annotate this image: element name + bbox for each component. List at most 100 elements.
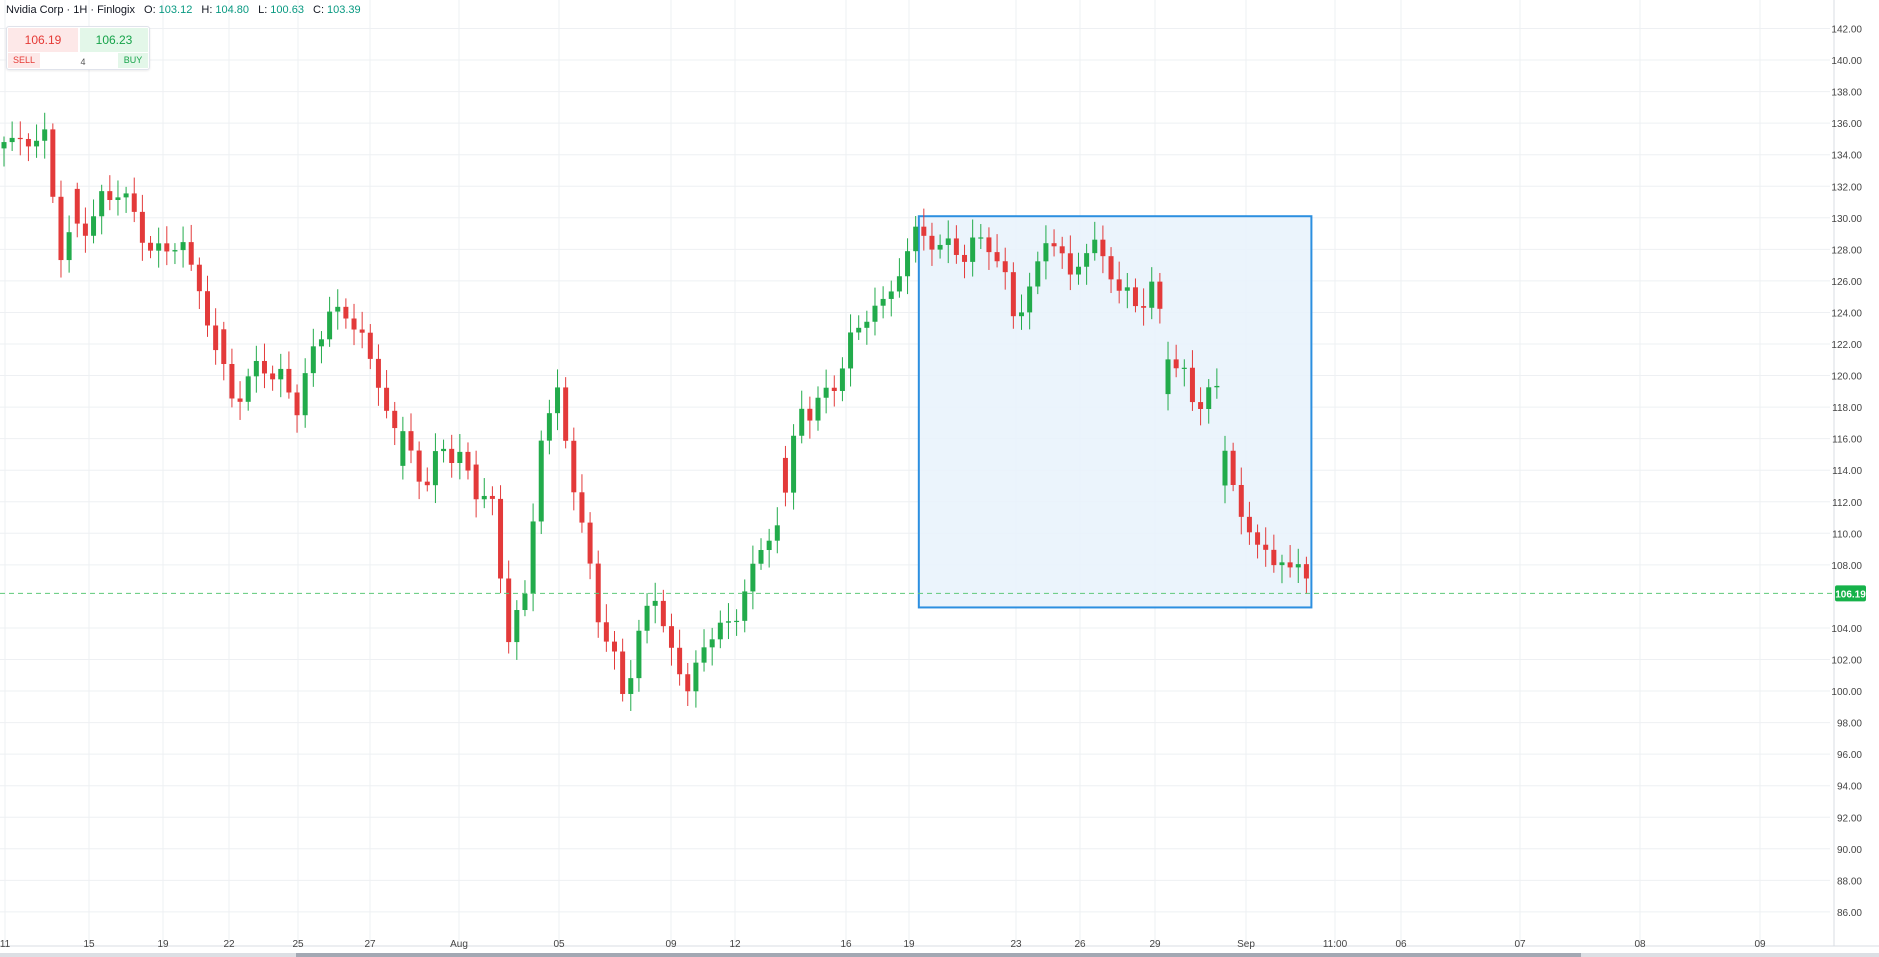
candle-body xyxy=(839,368,845,391)
candle-body xyxy=(392,410,398,429)
low-value: 100.63 xyxy=(270,4,304,16)
y-tick-label: 90.00 xyxy=(1837,845,1862,856)
candle-body xyxy=(791,435,797,493)
candle-body xyxy=(1124,287,1130,291)
candle-body xyxy=(1051,243,1057,247)
candle-body xyxy=(986,237,992,253)
y-tick-label: 92.00 xyxy=(1837,813,1862,824)
sell-price-button[interactable]: 106.19 xyxy=(8,28,78,52)
candle-body xyxy=(1238,484,1244,517)
y-tick-label: 124.00 xyxy=(1831,308,1862,319)
candle-body xyxy=(156,243,162,251)
y-tick-label: 110.00 xyxy=(1832,529,1862,540)
candle-body xyxy=(310,346,316,374)
candle-body xyxy=(164,243,170,252)
candle-body xyxy=(473,464,479,500)
close-label: C: xyxy=(313,4,325,16)
x-tick-label: 12 xyxy=(729,939,741,950)
candle-body xyxy=(921,226,927,236)
candle-body xyxy=(400,431,406,466)
candle-body xyxy=(335,306,341,312)
x-tick-label: 11:00 xyxy=(1323,939,1348,950)
y-tick-label: 108.00 xyxy=(1831,561,1862,572)
selection-rectangle[interactable] xyxy=(917,215,1313,609)
candle-body xyxy=(962,254,968,262)
candle-body xyxy=(563,387,569,441)
candle-body xyxy=(571,440,577,493)
buy-button[interactable]: BUY xyxy=(118,53,148,68)
x-tick-label: 16 xyxy=(840,939,852,950)
y-tick-label: 94.00 xyxy=(1837,782,1862,793)
candle-body xyxy=(905,251,911,277)
candle-body xyxy=(758,550,764,564)
time-axis[interactable]: 11 15 19 22 25 27 Aug 05 09 12 16 19 23 26 29 Sep 11:00 0… xyxy=(0,939,1766,950)
candle-body xyxy=(888,291,894,299)
candle-body xyxy=(742,591,748,621)
candle-body xyxy=(725,621,731,623)
candle-body xyxy=(123,193,129,198)
candle-body xyxy=(1246,516,1252,533)
candle-body xyxy=(221,329,227,364)
candle-body xyxy=(58,196,64,261)
candle-body xyxy=(1035,261,1041,287)
candle-body xyxy=(652,600,658,606)
y-tick-label: 120.00 xyxy=(1831,372,1862,383)
candle-body xyxy=(660,600,666,627)
candle-body xyxy=(1132,287,1138,307)
candle-body xyxy=(823,387,829,398)
candle-body xyxy=(685,674,691,692)
candle-body xyxy=(750,563,756,592)
candle-body xyxy=(42,129,48,141)
buy-price-button[interactable]: 106.23 xyxy=(80,28,148,52)
candle-body xyxy=(1287,562,1293,568)
candle-body xyxy=(1149,281,1155,308)
candle-body xyxy=(1067,253,1073,275)
y-tick-label: 140.00 xyxy=(1831,56,1862,67)
candle-body xyxy=(522,593,528,611)
candle-body xyxy=(172,250,178,252)
price-axis[interactable]: 142.00 140.00 138.00 136.00 134.00 132.00 130.… xyxy=(1831,25,1862,919)
candle-body xyxy=(1,142,7,149)
candle-body xyxy=(815,397,821,421)
bottom-scrollbar-thumb[interactable] xyxy=(296,953,1581,957)
candle-body xyxy=(506,578,512,643)
candle-body xyxy=(603,622,609,642)
candle-body xyxy=(1181,367,1187,369)
candle-body xyxy=(693,662,699,692)
candle-body xyxy=(148,242,154,251)
candle-body xyxy=(74,188,80,224)
candle-body xyxy=(937,244,943,250)
candle-body xyxy=(359,329,365,333)
candle-body xyxy=(302,373,308,416)
high-value: 104.80 xyxy=(215,4,250,16)
candle-body xyxy=(1084,253,1090,267)
candle-body xyxy=(807,408,813,421)
quantity-input[interactable] xyxy=(43,53,123,70)
candle-body xyxy=(709,639,715,648)
candle-body xyxy=(1263,544,1269,550)
candle-body xyxy=(831,387,837,391)
candle-body xyxy=(196,264,202,292)
candle-body xyxy=(1279,562,1285,566)
x-tick-label: 29 xyxy=(1149,939,1161,950)
candle-body xyxy=(701,647,707,663)
x-tick-label: 27 xyxy=(364,939,376,950)
candle-body xyxy=(449,448,455,464)
candle-body xyxy=(327,311,333,340)
candle-body xyxy=(587,522,593,564)
candle-body xyxy=(343,306,349,319)
candle-body xyxy=(530,521,536,594)
y-tick-label: 132.00 xyxy=(1831,182,1862,193)
y-tick-label: 142.00 xyxy=(1831,25,1862,36)
x-tick-label: Aug xyxy=(450,939,468,950)
candle-body xyxy=(1059,246,1065,254)
candle-body xyxy=(538,440,544,522)
last-price-tag: 106.19 xyxy=(1835,585,1866,602)
candle-body xyxy=(50,129,56,197)
y-tick-label: 98.00 xyxy=(1837,719,1862,730)
candle-body xyxy=(644,605,650,631)
sell-button[interactable]: SELL xyxy=(8,53,40,68)
candle-body xyxy=(441,448,447,452)
y-tick-label: 96.00 xyxy=(1837,750,1862,761)
